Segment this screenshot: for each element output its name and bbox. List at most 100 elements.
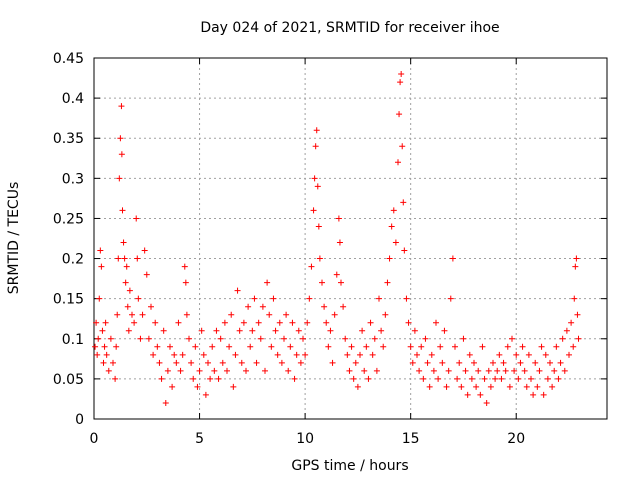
data-point (268, 343, 275, 350)
data-point (534, 383, 541, 390)
data-point (547, 359, 553, 366)
data-point (352, 359, 359, 366)
data-point (92, 343, 99, 350)
data-point (224, 367, 230, 374)
data-point (483, 399, 490, 406)
data-point (388, 223, 395, 230)
data-point (207, 375, 214, 382)
data-point (133, 215, 140, 222)
data-point (152, 319, 159, 326)
data-point (403, 295, 410, 302)
data-point (411, 327, 418, 334)
data-point (568, 319, 575, 326)
data-point (129, 311, 135, 318)
data-point (399, 143, 406, 150)
data-point (95, 335, 102, 342)
data-point (511, 367, 518, 374)
data-point (308, 263, 315, 270)
data-point (340, 303, 347, 310)
data-point (181, 263, 188, 270)
data-point (445, 367, 452, 374)
data-point (509, 335, 515, 342)
data-point (243, 367, 249, 374)
data-point (158, 375, 165, 382)
y-tick-label: 0.25 (53, 211, 84, 227)
data-point (125, 327, 132, 334)
data-point (245, 303, 252, 310)
data-point (549, 383, 556, 390)
data-point (118, 103, 125, 110)
data-point (192, 343, 199, 350)
data-point (285, 367, 292, 374)
data-point (257, 335, 264, 342)
data-point (113, 343, 120, 350)
data-point (135, 295, 142, 302)
data-point (175, 319, 182, 326)
data-point (498, 375, 505, 382)
data-point (102, 319, 109, 326)
x-tick-label: 10 (296, 431, 314, 447)
data-point (481, 375, 488, 382)
data-point (350, 375, 357, 382)
data-point (540, 391, 547, 398)
data-point (219, 359, 226, 366)
data-point (367, 319, 374, 326)
data-point (575, 335, 582, 342)
data-point (255, 319, 262, 326)
data-point (117, 135, 124, 142)
data-point (262, 367, 268, 374)
data-point (116, 175, 123, 182)
data-point (395, 159, 401, 166)
data-point (141, 247, 148, 254)
data-point (428, 351, 435, 358)
data-point (310, 207, 317, 214)
data-point (134, 255, 141, 262)
data-point (454, 375, 461, 382)
y-tick-label: 0.15 (53, 292, 84, 308)
data-point (194, 383, 201, 390)
data-point (378, 327, 385, 334)
data-point (561, 367, 568, 374)
data-point (139, 311, 146, 318)
x-axis-label: GPS time / hours (291, 458, 408, 474)
data-point (323, 319, 330, 326)
data-point (477, 391, 484, 398)
data-point (405, 319, 412, 326)
data-point (145, 335, 152, 342)
data-point (359, 327, 366, 334)
data-point (559, 335, 566, 342)
data-point (418, 343, 425, 350)
data-point (348, 343, 355, 350)
data-point (221, 319, 228, 326)
data-point (479, 343, 486, 350)
data-point (354, 383, 361, 390)
data-point (336, 239, 343, 246)
data-point (386, 255, 393, 262)
data-point (380, 343, 387, 350)
data-point (114, 311, 121, 318)
data-point (530, 391, 537, 398)
data-point (264, 279, 271, 286)
data-point (553, 343, 560, 350)
data-point (295, 327, 302, 334)
data-point (278, 359, 285, 366)
data-point (215, 375, 222, 382)
data-point (311, 175, 318, 182)
data-point (270, 295, 277, 302)
data-point (504, 343, 511, 350)
data-point (563, 327, 570, 334)
data-point (118, 151, 125, 158)
data-point (361, 367, 368, 374)
data-point (100, 359, 107, 366)
data-point (517, 359, 524, 366)
data-point (460, 335, 467, 342)
data-point (424, 359, 431, 366)
data-point (542, 351, 549, 358)
data-point (462, 367, 469, 374)
data-point (200, 351, 207, 358)
data-point (281, 335, 287, 342)
data-point (437, 343, 444, 350)
data-point (464, 391, 471, 398)
data-point (513, 351, 520, 358)
y-tick-label: 0 (75, 412, 84, 428)
